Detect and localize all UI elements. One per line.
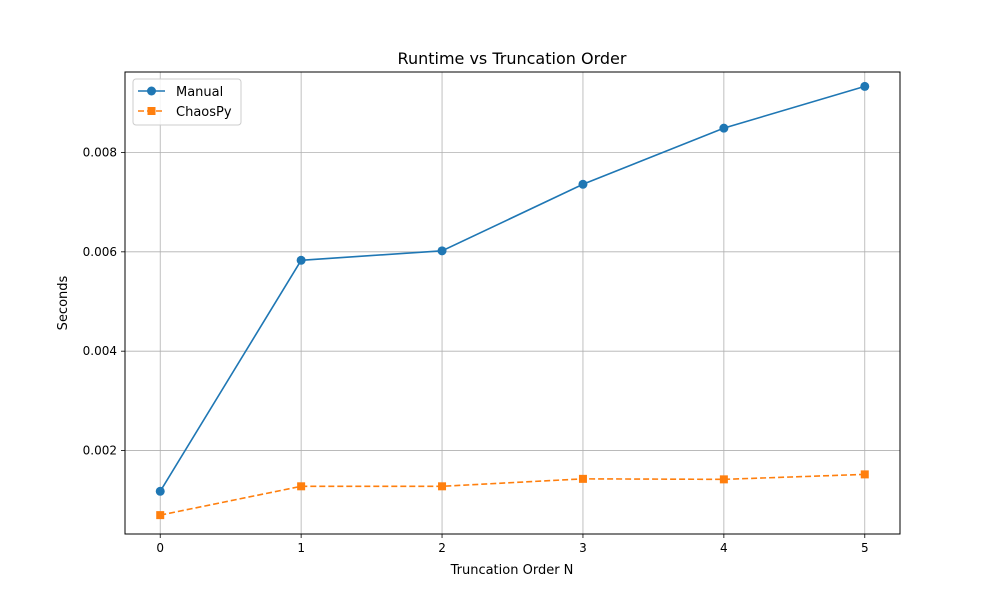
legend-label-chaospy: ChaosPy bbox=[176, 105, 232, 120]
data-point-chaospy bbox=[438, 482, 447, 491]
x-tick-label: 5 bbox=[861, 541, 869, 555]
data-point-chaospy bbox=[297, 482, 306, 491]
y-tick-label: 0.002 bbox=[83, 444, 117, 458]
y-tick-label: 0.006 bbox=[83, 245, 117, 259]
legend-label-manual: Manual bbox=[176, 85, 223, 100]
data-point-chaospy bbox=[719, 475, 728, 484]
series-line-manual bbox=[159, 85, 865, 492]
chart-title: Runtime vs Truncation Order bbox=[398, 49, 627, 68]
data-point-manual bbox=[860, 81, 870, 91]
legend-marker-chaospy bbox=[147, 107, 156, 115]
x-axis-label: Truncation Order N bbox=[450, 563, 574, 578]
data-point-chaospy bbox=[860, 470, 869, 479]
legend-marker-manual bbox=[147, 86, 156, 96]
tick-layer: 0 1 2 3 4 5 0.002 0.004 0.006 0.008 bbox=[83, 145, 869, 555]
data-point-manual bbox=[296, 255, 306, 265]
legend: Manual ChaosPy bbox=[132, 78, 242, 126]
x-tick-label: 3 bbox=[579, 541, 587, 555]
data-point-manual bbox=[578, 179, 588, 189]
series-line-chaospy bbox=[160, 473, 865, 516]
x-tick-label: 0 bbox=[156, 541, 164, 555]
plot-frame bbox=[124, 71, 901, 535]
y-tick-label: 0.004 bbox=[83, 344, 117, 358]
y-axis-label: Seconds bbox=[56, 275, 71, 330]
data-point-manual bbox=[155, 486, 165, 496]
grid-layer bbox=[125, 72, 900, 534]
data-point-chaospy bbox=[156, 511, 165, 520]
data-point-manual bbox=[437, 246, 447, 256]
data-point-manual bbox=[719, 123, 729, 133]
x-tick-label: 2 bbox=[438, 541, 446, 555]
series-layer bbox=[155, 81, 870, 520]
x-tick-label: 1 bbox=[297, 541, 305, 555]
x-tick-label: 4 bbox=[720, 541, 728, 555]
data-point-chaospy bbox=[578, 474, 587, 483]
y-tick-label: 0.008 bbox=[83, 145, 117, 159]
